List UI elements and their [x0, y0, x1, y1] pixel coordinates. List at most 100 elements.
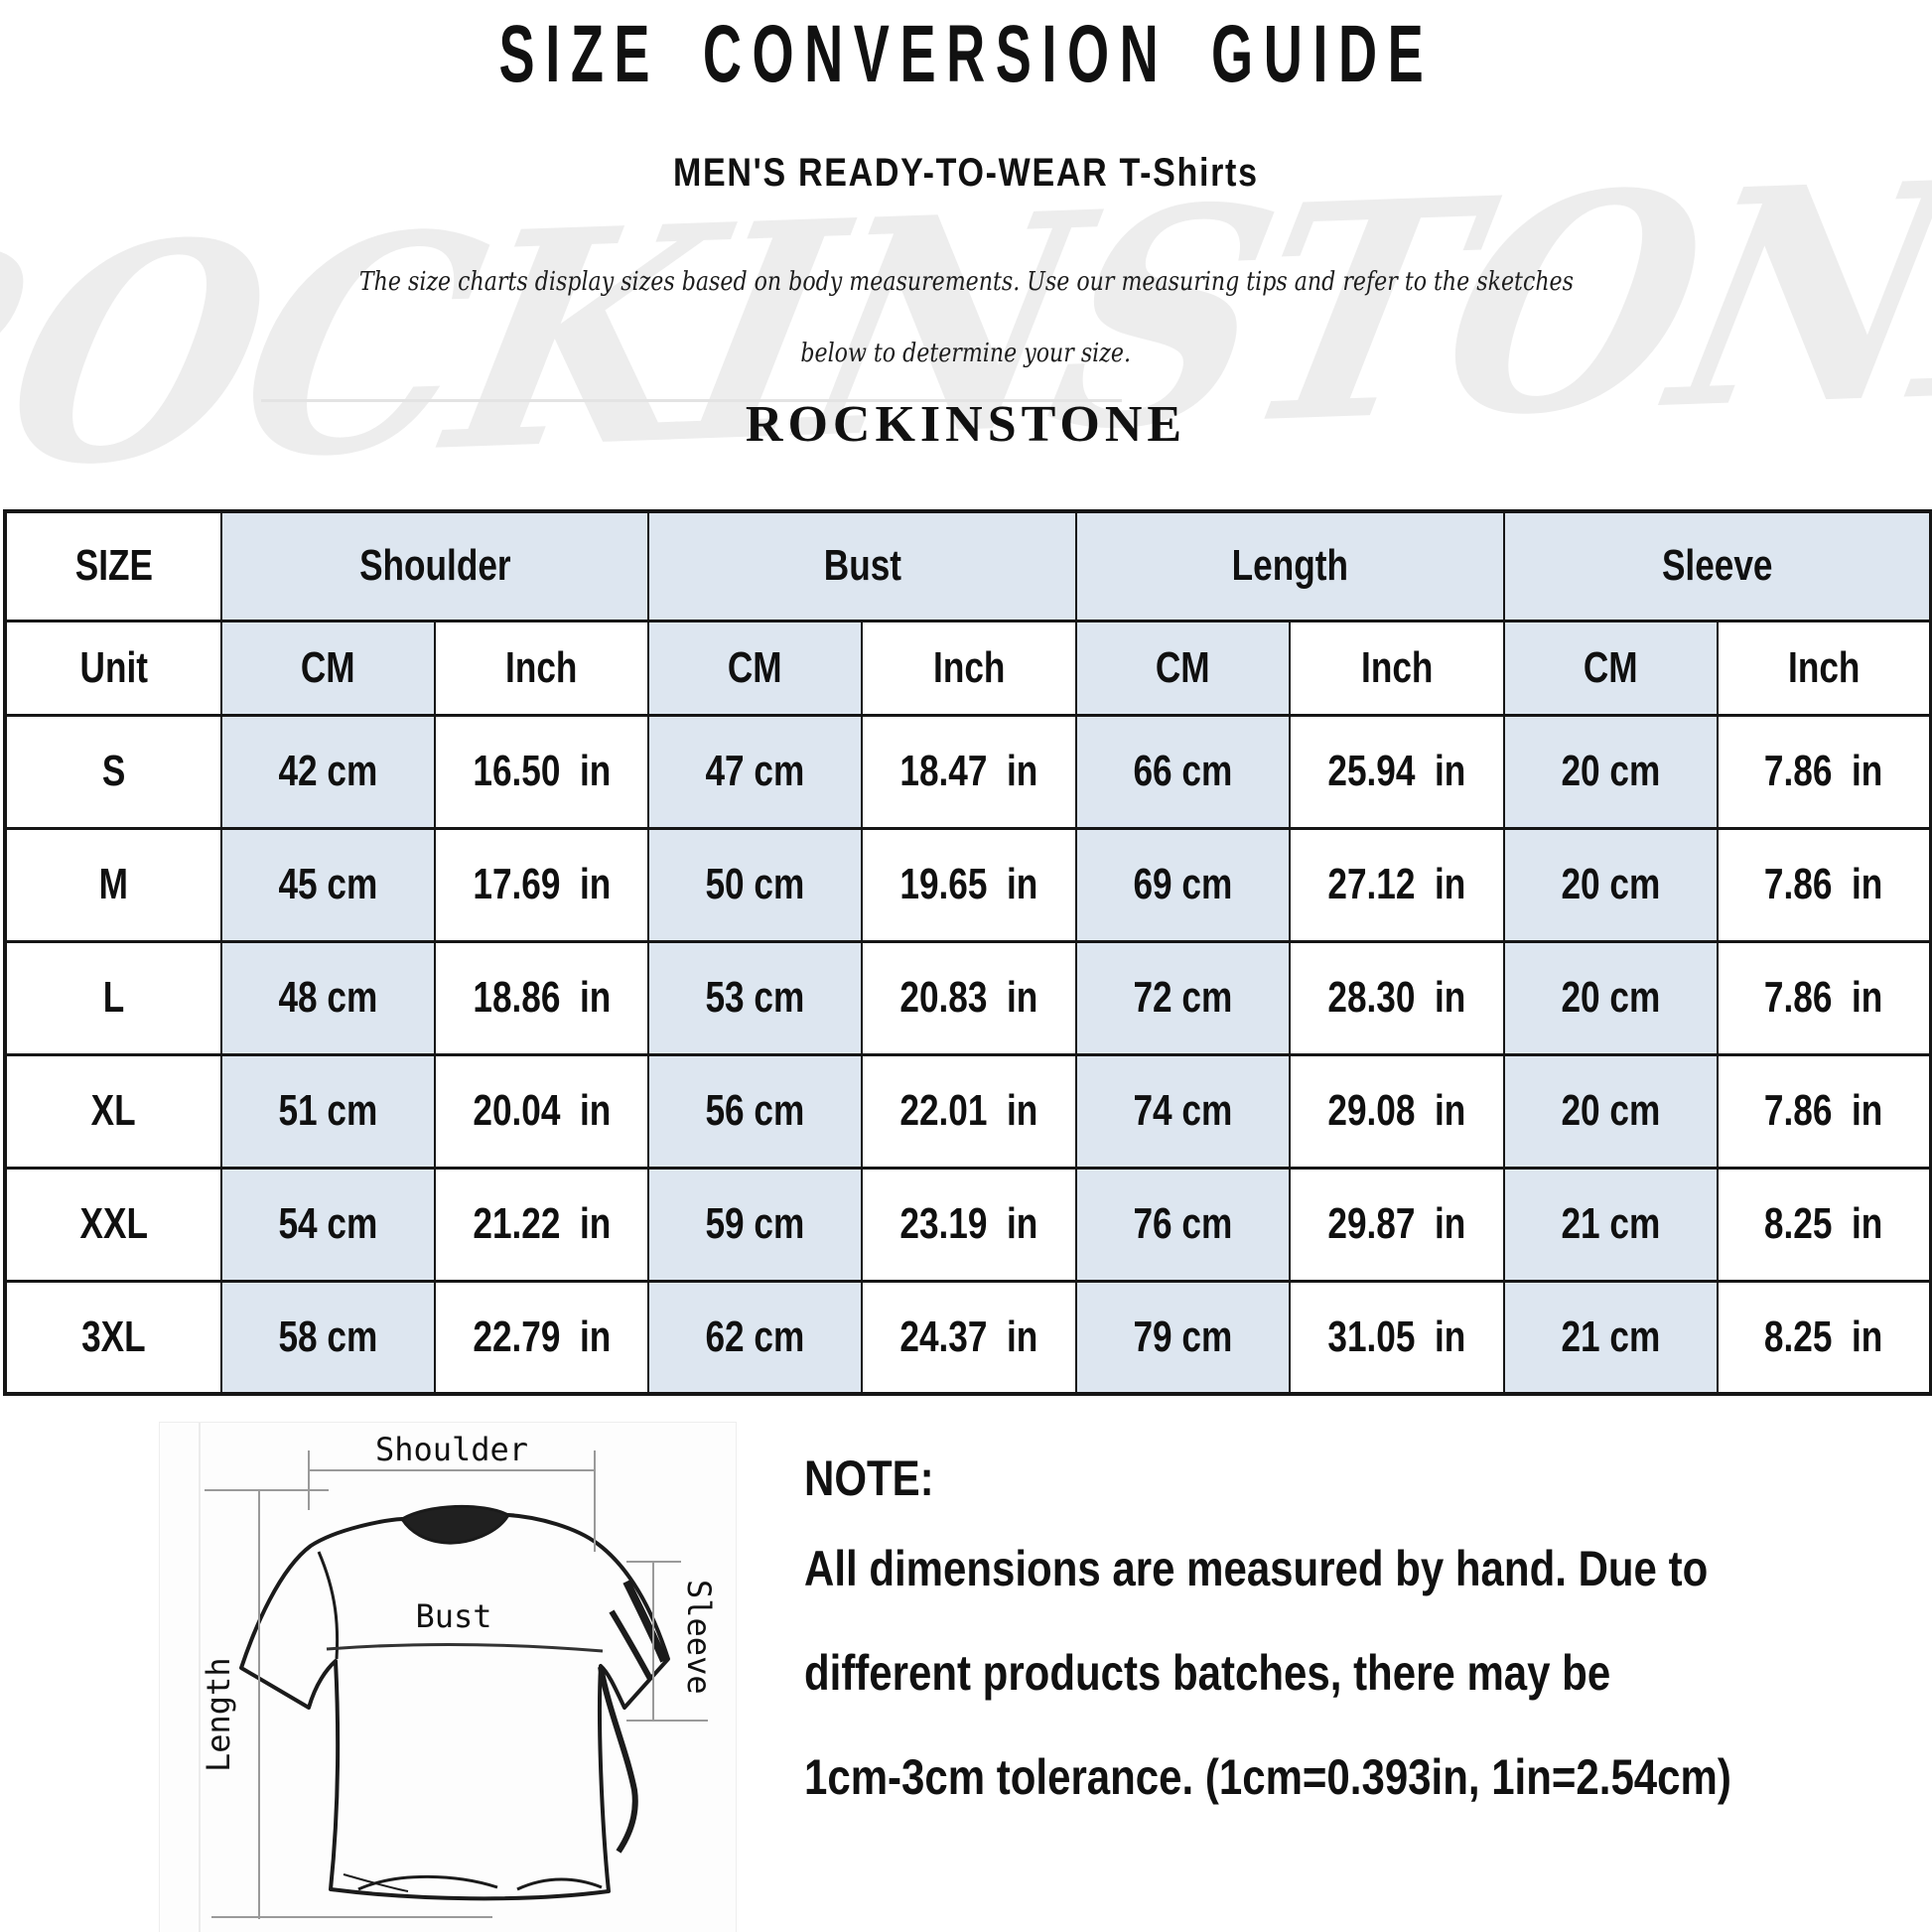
- value-cell: 56 cm: [647, 1052, 863, 1170]
- page-title: SIZE CONVERSION GUIDE: [0, 8, 1932, 101]
- brand-name: ROCKINSTONE: [745, 396, 1187, 453]
- value-cell: 72 cm: [1075, 939, 1291, 1056]
- value-cell: 47 cm: [647, 713, 863, 830]
- unit-header-cell: Inch: [1717, 619, 1932, 717]
- value-cell: 7.86 in: [1717, 826, 1932, 943]
- value-cell: 54 cm: [220, 1166, 436, 1283]
- value-cell: 8.25 in: [1717, 1166, 1932, 1283]
- value-cell: 28.30 in: [1288, 939, 1506, 1056]
- value-cell: 20.04 in: [434, 1052, 649, 1170]
- unit-header-cell: CM: [1503, 619, 1720, 717]
- value-cell: 20 cm: [1503, 826, 1720, 943]
- value-cell: 21.22 in: [434, 1166, 649, 1283]
- tshirt-measurement-diagram: Shoulder Bust Length Sleeve: [159, 1422, 737, 1932]
- note-heading: NOTE:: [804, 1450, 934, 1506]
- value-cell: 23.19 in: [861, 1166, 1077, 1283]
- note-line-2: different products batches, there may be: [804, 1645, 1611, 1701]
- unit-header-cell: CM: [1075, 619, 1291, 717]
- length-label: Length: [200, 1657, 237, 1772]
- table-unit-row: Unit CM Inch CM Inch CM Inch CM Inch: [4, 619, 1932, 717]
- unit-header-cell: Inch: [861, 619, 1077, 717]
- unit-header-cell: Inch: [1288, 619, 1506, 717]
- size-row-3xl: 3XL 58 cm 22.79 in 62 cm 24.37 in 79 cm 31.05 …: [4, 1279, 1932, 1396]
- value-cell: 79 cm: [1075, 1279, 1291, 1396]
- subtitle-category: MEN'S READY-TO-WEAR: [673, 151, 1109, 195]
- value-cell: 69 cm: [1075, 826, 1291, 943]
- shoulder-label: Shoulder: [375, 1431, 528, 1468]
- size-header-cell: SIZE: [4, 509, 222, 622]
- value-cell: 24.37 in: [861, 1279, 1077, 1396]
- measure-guides: [205, 1450, 708, 1919]
- subtitle-product: T-Shirts: [1119, 151, 1259, 195]
- value-cell: 27.12 in: [1288, 826, 1506, 943]
- size-cell: M: [4, 826, 222, 943]
- tshirt-collar: [399, 1504, 511, 1545]
- value-cell: 29.87 in: [1288, 1166, 1506, 1283]
- value-cell: 20 cm: [1503, 713, 1720, 830]
- sleeve-label: Sleeve: [680, 1580, 718, 1695]
- value-cell: 21 cm: [1503, 1279, 1720, 1396]
- value-cell: 62 cm: [647, 1279, 863, 1396]
- value-cell: 18.47 in: [861, 713, 1077, 830]
- value-cell: 53 cm: [647, 939, 863, 1056]
- page-title-text: SIZE CONVERSION GUIDE: [498, 9, 1434, 99]
- group-header-cell: Sleeve: [1503, 509, 1932, 622]
- value-cell: 74 cm: [1075, 1052, 1291, 1170]
- value-cell: 7.86 in: [1717, 939, 1932, 1056]
- note-line-1: All dimensions are measured by hand. Due…: [804, 1541, 1709, 1596]
- value-cell: 58 cm: [220, 1279, 436, 1396]
- value-cell: 22.79 in: [434, 1279, 649, 1396]
- group-header-cell: Bust: [647, 509, 1077, 622]
- value-cell: 22.01 in: [861, 1052, 1077, 1170]
- value-cell: 19.65 in: [861, 826, 1077, 943]
- note-block: NOTE: All dimensions are measured by han…: [804, 1449, 1932, 1830]
- bust-label: Bust: [415, 1597, 491, 1635]
- value-cell: 7.86 in: [1717, 1052, 1932, 1170]
- page-subtitle: MEN'S READY-TO-WEAR T-Shirts: [0, 151, 1932, 196]
- description-line-2: below to determine your size.: [800, 339, 1132, 368]
- size-cell: XL: [4, 1052, 222, 1170]
- note-line-3: 1cm-3cm tolerance. (1cm=0.393in, 1in=2.5…: [804, 1749, 1731, 1805]
- size-row-xl: XL 51 cm 20.04 in 56 cm 22.01 in 74 cm 29.08 i…: [4, 1052, 1932, 1170]
- value-cell: 31.05 in: [1288, 1279, 1506, 1396]
- value-cell: 76 cm: [1075, 1166, 1291, 1283]
- unit-header-cell: CM: [220, 619, 436, 717]
- value-cell: 16.50 in: [434, 713, 649, 830]
- value-cell: 59 cm: [647, 1166, 863, 1283]
- unit-header-cell: CM: [647, 619, 863, 717]
- value-cell: 20 cm: [1503, 939, 1720, 1056]
- value-cell: 29.08 in: [1288, 1052, 1506, 1170]
- tshirt-outline: [239, 1513, 670, 1901]
- size-cell: L: [4, 939, 222, 1056]
- size-cell: XXL: [4, 1166, 222, 1283]
- value-cell: 8.25 in: [1717, 1279, 1932, 1396]
- group-header-cell: Length: [1074, 509, 1506, 622]
- unit-header-cell: Inch: [434, 619, 649, 717]
- value-cell: 45 cm: [220, 826, 436, 943]
- size-row-m: M 45 cm 17.69 in 50 cm 19.65 in 69 cm 27.12 in…: [4, 826, 1932, 943]
- size-row-xxl: XXL 54 cm 21.22 in 59 cm 23.19 in 76 cm 29.87 …: [4, 1166, 1932, 1283]
- size-cell: S: [4, 713, 222, 830]
- tshirt-sketch: Shoulder Bust Length Sleeve: [199, 1423, 718, 1932]
- size-cell: 3XL: [4, 1279, 222, 1396]
- value-cell: 50 cm: [647, 826, 863, 943]
- unit-label-cell: Unit: [4, 619, 222, 717]
- table-group-header-row: SIZE Shoulder Bust Length Sleeve: [4, 509, 1932, 622]
- value-cell: 25.94 in: [1288, 713, 1506, 830]
- size-row-s: S 42 cm 16.50 in 47 cm 18.47 in 66 cm 25.94 in…: [4, 713, 1932, 830]
- group-header-cell: Shoulder: [220, 509, 649, 622]
- value-cell: 42 cm: [220, 713, 436, 830]
- size-conversion-table: SIZE Shoulder Bust Length Sleeve Unit CM Inch CM…: [3, 509, 1932, 1396]
- value-cell: 7.86 in: [1717, 713, 1932, 830]
- value-cell: 48 cm: [220, 939, 436, 1056]
- value-cell: 17.69 in: [434, 826, 649, 943]
- value-cell: 51 cm: [220, 1052, 436, 1170]
- description-line-1: The size charts display sizes based on b…: [358, 267, 1574, 297]
- value-cell: 20 cm: [1503, 1052, 1720, 1170]
- value-cell: 21 cm: [1503, 1166, 1720, 1283]
- size-row-l: L 48 cm 18.86 in 53 cm 20.83 in 72 cm 28.30 in…: [4, 939, 1932, 1056]
- value-cell: 66 cm: [1075, 713, 1291, 830]
- description: The size charts display sizes based on b…: [0, 246, 1932, 389]
- value-cell: 18.86 in: [434, 939, 649, 1056]
